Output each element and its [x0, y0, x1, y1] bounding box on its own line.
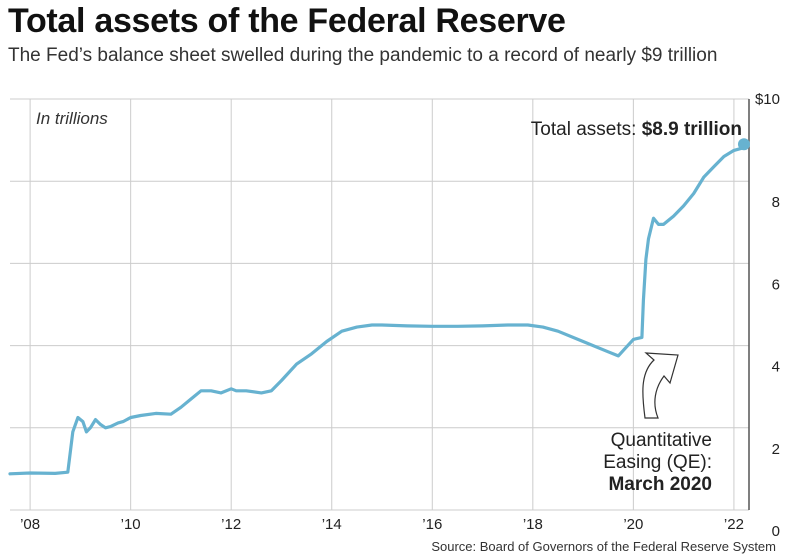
- chart-subtitle: The Fed’s balance sheet swelled during t…: [8, 45, 718, 66]
- x-axis-tick-labels: ’08 ’10 ’12 ’14 ’16 ’18 ’20 ’22: [20, 516, 744, 533]
- series-group: [8, 138, 750, 476]
- units-note: In trillions: [36, 109, 108, 128]
- qe-label-line-2: Easing (QE):: [603, 452, 712, 473]
- annotations: Total assets: $8.9 trillion Quantitative…: [531, 119, 742, 495]
- end-label-prefix: Total assets:: [531, 119, 642, 140]
- y-tick-label: 8: [772, 194, 780, 211]
- series-line: [8, 142, 746, 476]
- end-label: Total assets: $8.9 trillion: [531, 119, 742, 140]
- y-tick-label: 4: [772, 359, 780, 376]
- qe-label-line-3: March 2020: [608, 474, 712, 495]
- end-label-value: $8.9 trillion: [642, 119, 742, 140]
- end-point-marker: [737, 138, 750, 151]
- qe-arrow-icon: [642, 352, 679, 419]
- x-tick-label: ’18: [523, 516, 543, 533]
- x-tick-label: ’14: [322, 516, 342, 533]
- y-tick-label: 6: [772, 276, 780, 293]
- qe-label-line-1: Quantitative: [611, 430, 712, 451]
- x-tick-label: ’22: [724, 516, 744, 533]
- x-tick-label: ’08: [20, 516, 40, 533]
- y-tick-label: $10: [755, 91, 780, 108]
- y-tick-label: 0: [772, 523, 780, 540]
- x-tick-label: ’10: [121, 516, 141, 533]
- x-tick-label: ’12: [221, 516, 241, 533]
- source-note: Source: Board of Governors of the Federa…: [431, 539, 776, 554]
- chart-title: Total assets of the Federal Reserve: [8, 2, 566, 40]
- grid-lines: [10, 98, 750, 511]
- x-tick-label: ’20: [623, 516, 643, 533]
- y-axis-tick-labels: 0 2 4 6 8 $10: [755, 91, 780, 540]
- x-tick-label: ’16: [422, 516, 442, 533]
- y-tick-label: 2: [772, 441, 780, 458]
